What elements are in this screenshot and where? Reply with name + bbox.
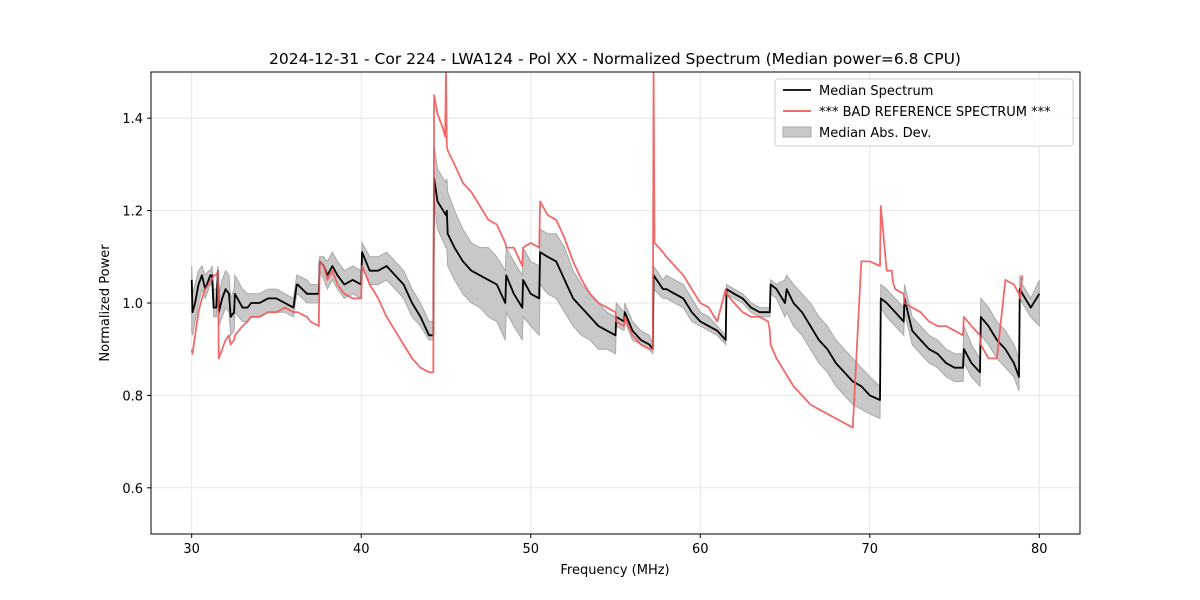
legend-mad-swatch [782, 126, 812, 138]
y-tick-label: 1.0 [122, 297, 143, 312]
median-spectrum-line [190, 177, 1041, 401]
x-tick-label: 70 [862, 542, 879, 557]
y-tick-label: 1.4 [122, 112, 143, 127]
plot-area [190, 72, 1041, 429]
legend-reference-label: *** BAD REFERENCE SPECTRUM *** [819, 105, 1051, 120]
chart-title: 2024-12-31 - Cor 224 - LWA124 - Pol XX -… [269, 50, 961, 68]
legend-median-label: Median Spectrum [819, 84, 933, 99]
legend: Median Spectrum *** BAD REFERENCE SPECTR… [774, 78, 1074, 147]
x-tick-label: 80 [1031, 542, 1048, 557]
x-axis: 30 40 50 60 70 80 [183, 534, 1048, 557]
x-tick-label: 30 [183, 542, 200, 557]
y-tick-label: 1.2 [122, 205, 143, 220]
x-tick-label: 40 [353, 542, 370, 557]
y-tick-label: 0.6 [122, 482, 143, 497]
x-tick-label: 50 [522, 542, 539, 557]
reference-spectrum-line [190, 72, 1024, 429]
legend-mad-label: Median Abs. Dev. [819, 126, 931, 141]
y-axis: 0.6 0.8 1.0 1.2 1.4 [122, 112, 151, 497]
y-axis-label: Normalized Power [98, 244, 113, 362]
x-axis-label: Frequency (MHz) [560, 563, 669, 578]
legend-box [774, 78, 1074, 147]
x-tick-label: 60 [692, 542, 709, 557]
y-tick-label: 0.8 [122, 389, 143, 404]
